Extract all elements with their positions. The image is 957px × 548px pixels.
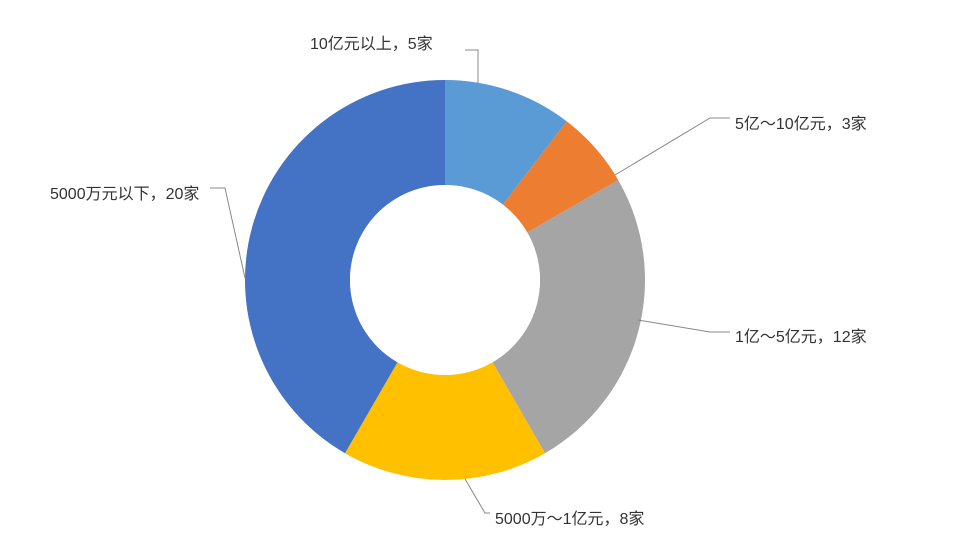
leader-line <box>210 188 245 278</box>
slice-label: 1亿～5亿元，12家 <box>735 323 867 347</box>
slice-label: 10亿元以上，5家 <box>310 30 433 54</box>
slice-label: 5亿～10亿元，3家 <box>735 110 867 134</box>
leader-line <box>615 118 730 175</box>
donut-chart <box>0 0 957 543</box>
leader-line <box>638 320 730 332</box>
donut-hole <box>350 185 540 375</box>
slice-label: 5000万～1亿元，8家 <box>495 505 644 529</box>
slice-label: 5000万元以下，20家 <box>50 180 199 204</box>
leader-line <box>465 479 490 513</box>
chart-svg <box>0 0 957 543</box>
leader-line <box>465 50 478 83</box>
